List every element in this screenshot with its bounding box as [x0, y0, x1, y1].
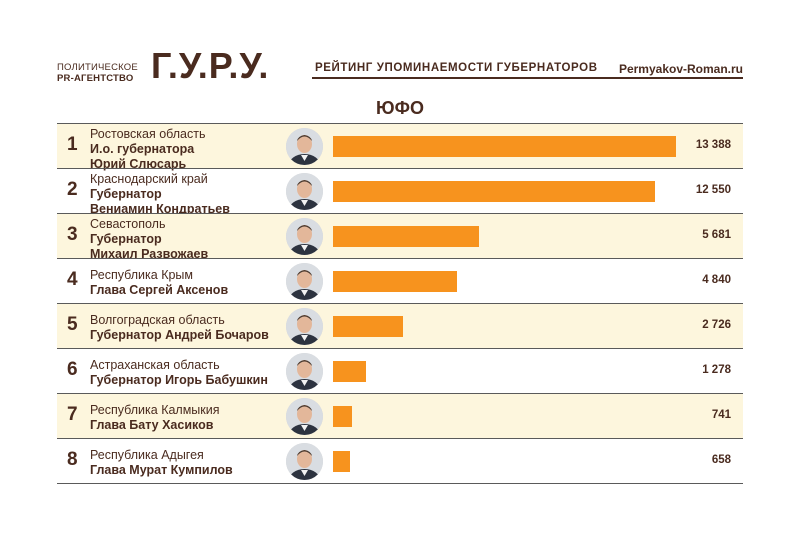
bar: [333, 406, 352, 427]
chart-title: ЮФО: [376, 98, 424, 118]
governor-title: Глава Мурат Кумпилов: [90, 463, 233, 477]
rank-number: 1: [67, 134, 78, 155]
bar: [333, 361, 366, 382]
governor-label: Краснодарский край Губернатор Вениамин Кон…: [90, 172, 230, 217]
table-row: 4 Республика Крым Глава Сергей Аксенов 4 84…: [57, 258, 743, 303]
region-name: Волгоградская область: [90, 313, 225, 327]
data-label: 5 681: [702, 229, 731, 241]
rank-number: 5: [67, 314, 78, 335]
table-row: 8 Республика Адыгея Глава Мурат Кумпилов 65…: [57, 438, 743, 484]
bar: [333, 271, 457, 292]
table-row: 6 Астраханская область Губернатор Игорь Ба…: [57, 348, 743, 393]
governor-photo: [286, 353, 323, 390]
governor-label: Севастополь Губернатор Михаил Развожаев: [90, 217, 208, 262]
bar: [333, 136, 676, 157]
governor-title: Глава Сергей Аксенов: [90, 283, 229, 297]
site-link[interactable]: Permyakov-Roman.ru: [618, 62, 743, 76]
data-label: 12 550: [695, 184, 731, 196]
region-name: Астраханская область: [90, 358, 220, 372]
region-name: Ростовская область: [90, 127, 206, 141]
governor-photo: [286, 398, 323, 435]
data-label: 13 388: [695, 139, 731, 151]
governor-title: Губернатор Игорь Бабушкин: [90, 373, 268, 387]
table-row: 7 Республика Калмыкия Глава Бату Хасиков 74…: [57, 393, 743, 438]
header: ПОЛИТИЧЕСКОЕ PR-АГЕНТСТВО Г.У.Р.У. РЕЙТИ…: [57, 48, 743, 84]
governor-label: Астраханская область Губернатор Игорь Баб…: [90, 358, 268, 388]
header-divider: [312, 77, 743, 79]
governor-photo: [286, 443, 323, 480]
region-name: Севастополь: [90, 217, 166, 231]
governor-title: Губернатор: [90, 232, 162, 246]
data-label: 4 840: [702, 274, 731, 286]
rank-number: 3: [67, 224, 78, 245]
governor-photo: [286, 263, 323, 300]
governor-label: Республика Калмыкия Глава Бату Хасиков: [90, 403, 220, 433]
governor-label: Волгоградская область Губернатор Андрей Б…: [90, 313, 269, 343]
table-row: 2 Краснодарский край Губернатор Вениамин Ко…: [57, 168, 743, 216]
report-title: РЕЙТИНГ УПОМИНАЕМОСТИ ГУБЕРНАТОРОВ: [315, 62, 598, 74]
bar: [333, 226, 479, 247]
governor-title: Губернатор: [90, 187, 162, 201]
logo-line-2: PR-АГЕНТСТВО: [57, 73, 134, 84]
data-label: 658: [711, 454, 731, 466]
rank-number: 7: [67, 404, 78, 425]
data-label: 741: [711, 409, 731, 421]
governor-title: И.о. губернатора: [90, 142, 195, 156]
data-label: 1 278: [702, 364, 731, 376]
region-name: Республика Крым: [90, 268, 194, 282]
bar: [333, 451, 350, 472]
governor-title: Глава Бату Хасиков: [90, 418, 214, 432]
bar: [333, 181, 655, 202]
governor-photo: [286, 128, 323, 165]
governor-photo: [286, 173, 323, 210]
governor-title: Губернатор Андрей Бочаров: [90, 328, 269, 342]
logo-line-1: ПОЛИТИЧЕСКОЕ: [57, 62, 138, 73]
governor-name: Михаил Развожаев: [90, 247, 209, 261]
table-row: 5 Волгоградская область Губернатор Андрей …: [57, 303, 743, 348]
rank-number: 6: [67, 359, 78, 380]
governor-name: Юрий Слюсарь: [90, 157, 187, 171]
region-name: Краснодарский край: [90, 172, 208, 186]
governor-photo: [286, 308, 323, 345]
rank-number: 8: [67, 449, 78, 470]
governor-label: Республика Адыгея Глава Мурат Кумпилов: [90, 448, 233, 478]
governor-label: Республика Крым Глава Сергей Аксенов: [90, 268, 228, 298]
governor-name: Вениамин Кондратьев: [90, 202, 230, 216]
agency-logo: Г.У.Р.У.: [151, 45, 270, 86]
governor-label: Ростовская область И.о. губернатора Юрий С…: [90, 127, 206, 172]
rank-number: 2: [67, 179, 78, 200]
table-row: 3 Севастополь Губернатор Михаил Развожаев 5 …: [57, 213, 743, 261]
table-row: 1 Ростовская область И.о. губернатора Юрий …: [57, 123, 743, 171]
region-name: Республика Адыгея: [90, 448, 204, 462]
ranking-table: 1 Ростовская область И.о. губернатора Юрий …: [57, 123, 743, 484]
rank-number: 4: [67, 269, 78, 290]
agency-logo-text: ПОЛИТИЧЕСКОЕ PR-АГЕНТСТВО: [57, 62, 138, 84]
bar: [333, 316, 403, 337]
governor-photo: [286, 218, 323, 255]
data-label: 2 726: [702, 319, 731, 331]
region-name: Республика Калмыкия: [90, 403, 220, 417]
